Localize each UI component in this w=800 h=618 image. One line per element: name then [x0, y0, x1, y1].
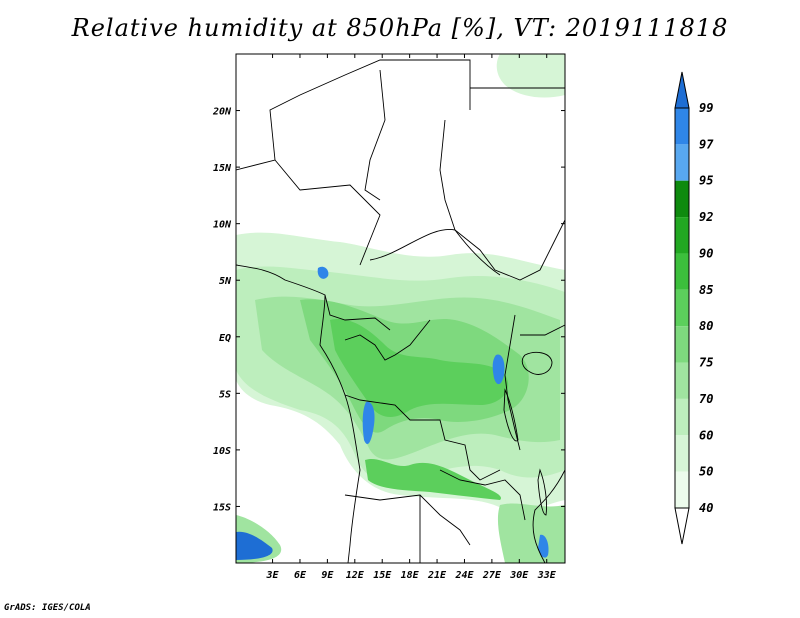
border-niger-chad — [274, 159, 381, 266]
rh-field-90-92 — [330, 319, 509, 417]
lon-tick-label: 24E — [454, 570, 474, 581]
colorbar-label: 50 — [699, 465, 713, 479]
rh-field-ne — [496, 54, 565, 98]
rh-blue-sw — [236, 531, 273, 560]
colorbar-segment — [675, 398, 689, 436]
border-tanzania — [520, 324, 565, 336]
colorbar-segment — [675, 362, 689, 399]
lon-tick-label: 6E — [294, 570, 307, 581]
colorbar-label: 75 — [699, 356, 713, 370]
lon-tick-label: 27E — [482, 570, 502, 581]
border-drc-east — [504, 314, 521, 451]
map-frame — [235, 53, 566, 564]
lat-tick-label: 5N — [219, 276, 232, 287]
latitude-axis: 20N 15N 10N 5N EQ 5S 10S 15S — [212, 107, 565, 513]
border-cameroon — [324, 294, 391, 331]
colorbar-label: 99 — [699, 101, 713, 115]
colorbar-segment — [675, 435, 689, 472]
colorbar-label: 90 — [699, 246, 713, 260]
lon-tick-label: 15E — [373, 570, 392, 581]
lon-tick-label: 18E — [401, 570, 420, 581]
lake-victoria — [521, 351, 553, 375]
border-angola-south — [344, 494, 471, 546]
lat-tick-label: 10S — [213, 446, 231, 457]
colorbar-frame — [674, 107, 690, 509]
colorbar-segment — [675, 108, 689, 145]
colorbar-label: 70 — [699, 392, 713, 406]
lat-tick-label: 15S — [213, 502, 231, 513]
border-sudan — [439, 119, 565, 281]
lon-tick-label: 3E — [266, 570, 280, 581]
grads-credit: GrADS: IGES/COLA — [4, 603, 91, 613]
colorbar-label: 95 — [699, 174, 713, 188]
chart-title: Relative humidity at 850hPa [%], VT: 201… — [71, 14, 729, 42]
border-congo — [344, 319, 431, 361]
border-chad-sudan — [364, 69, 386, 201]
colorbar-label: 80 — [699, 319, 713, 333]
border-zambia — [439, 469, 526, 521]
rh-field-south — [365, 458, 501, 500]
rh-blue-nigeria — [317, 266, 329, 279]
lake-malawi — [537, 468, 547, 516]
colorbar-label: 92 — [699, 210, 713, 224]
colorbar-label: 97 — [699, 137, 714, 151]
colorbar-bottom-arrow — [674, 507, 690, 545]
coastline-west — [236, 264, 361, 563]
coastline-east — [532, 469, 565, 563]
map-panel — [236, 54, 565, 563]
border-car — [369, 229, 501, 276]
lon-tick-label: 9E — [321, 570, 334, 581]
border-sahara-1 — [236, 59, 471, 171]
lon-tick-label: 33E — [537, 570, 557, 581]
rh-field-se — [497, 503, 565, 563]
lake-tanganyika — [503, 388, 519, 442]
rh-blue-angola — [362, 401, 375, 445]
lat-tick-label: 10N — [213, 220, 232, 231]
colorbar-top-arrow — [674, 71, 690, 109]
colorbar-segment — [675, 326, 689, 363]
colorbar-segment — [675, 217, 689, 254]
lat-tick-label: 20N — [212, 107, 232, 118]
longitude-axis: 3E 6E 9E 12E 15E 18E 21E 24E 27E 30E 33E — [266, 54, 557, 581]
lat-tick-label: 15N — [213, 163, 232, 174]
colorbar-segment — [675, 289, 689, 327]
colorbar-label: 40 — [699, 501, 713, 515]
colorbar-label: 60 — [699, 428, 713, 442]
colorbar-segment — [675, 253, 689, 290]
rh-blue-mozambique — [538, 534, 549, 558]
colorbar-label: 85 — [699, 283, 713, 297]
country-borders — [236, 59, 565, 563]
lon-tick-label: 21E — [427, 570, 447, 581]
rh-blue-rift — [492, 354, 505, 385]
border-drc-angola — [344, 394, 501, 481]
lon-tick-label: 30E — [509, 570, 529, 581]
colorbar-segment — [675, 471, 689, 508]
lat-tick-label: EQ — [219, 333, 231, 344]
colorbar-segment — [675, 144, 689, 181]
lon-tick-label: 12E — [346, 570, 365, 581]
colorbar: 99 97 95 92 90 85 80 75 70 60 50 40 — [674, 71, 714, 545]
colorbar-segment — [675, 180, 689, 218]
lat-tick-label: 5S — [219, 389, 231, 400]
